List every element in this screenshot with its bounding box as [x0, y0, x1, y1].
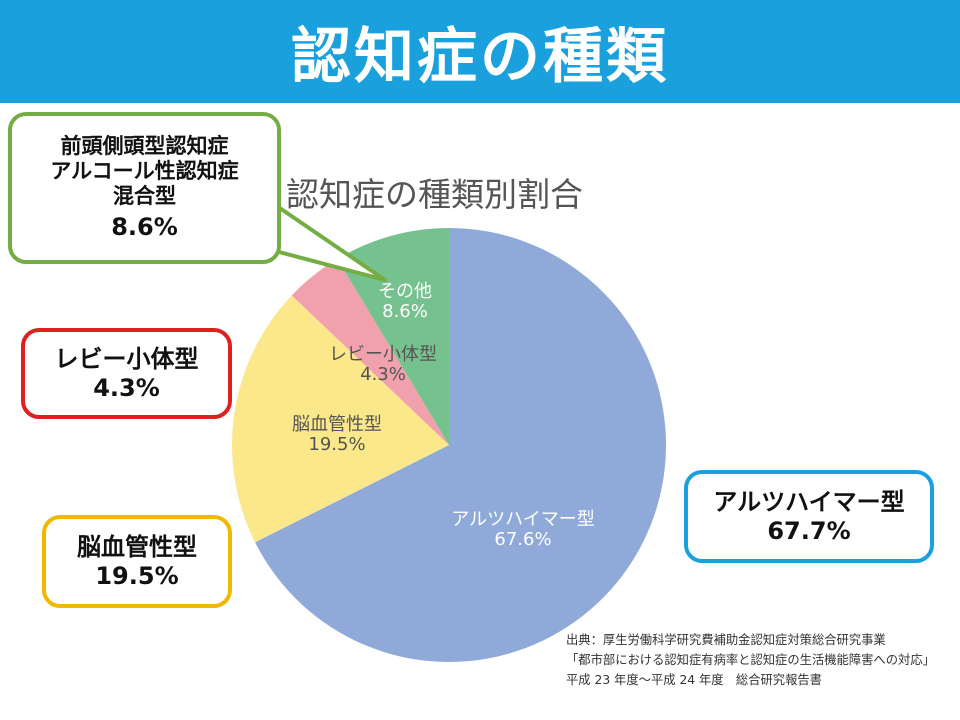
slice-value-label: 67.6% — [494, 529, 551, 550]
callout-other-line: 混合型 — [113, 184, 176, 209]
pie-slice — [291, 258, 449, 445]
pie-slice — [255, 228, 667, 662]
callout-other: 前頭側頭型認知症 アルコール性認知症 混合型 8.6% — [8, 112, 281, 264]
chart-title: 認知症の種類別割合 — [286, 175, 583, 214]
callout-alzheimer: アルツハイマー型 67.7% — [684, 470, 934, 563]
source-citation: 出典：厚生労働科学研究費補助金認知症対策総合研究事業 「都市部における認知症有病… — [566, 630, 958, 690]
callout-lewy-pct: 4.3% — [93, 373, 160, 402]
pie-slice — [337, 228, 449, 445]
callout-alzheimer-pct: 67.7% — [767, 516, 851, 545]
callout-lewy: レビー小体型 4.3% — [21, 328, 232, 419]
slice-label: その他 — [378, 281, 432, 302]
callout-vascular: 脳血管性型 19.5% — [42, 515, 232, 608]
slice-value-label: 4.3% — [360, 364, 406, 385]
callout-lewy-name: レビー小体型 — [54, 344, 199, 373]
callout-vascular-name: 脳血管性型 — [77, 532, 197, 561]
slice-label: アルツハイマー型 — [451, 509, 594, 530]
pie-slice — [232, 295, 449, 543]
slice-value-label: 19.5% — [308, 434, 365, 455]
callout-alzheimer-name: アルツハイマー型 — [713, 487, 905, 516]
source-line: 「都市部における認知症有病率と認知症の生活機能障害への対応」 — [566, 653, 935, 667]
callout-other-line: アルコール性認知症 — [50, 159, 239, 183]
slice-value-label: 8.6% — [382, 301, 428, 322]
slice-label: 脳血管性型 — [292, 414, 382, 435]
callout-other-pct: 8.6% — [111, 213, 178, 242]
slice-label: レビー小体型 — [329, 344, 437, 365]
header-bar: 認知症の種類 — [0, 0, 960, 103]
callout-other-line: 前頭側頭型認知症 — [60, 133, 229, 158]
source-line: 出典：厚生労働科学研究費補助金認知症対策総合研究事業 — [566, 633, 886, 647]
page-title: 認知症の種類 — [291, 22, 669, 92]
callout-vascular-pct: 19.5% — [95, 561, 179, 590]
source-line: 平成 23 年度〜平成 24 年度 総合研究報告書 — [566, 673, 822, 687]
